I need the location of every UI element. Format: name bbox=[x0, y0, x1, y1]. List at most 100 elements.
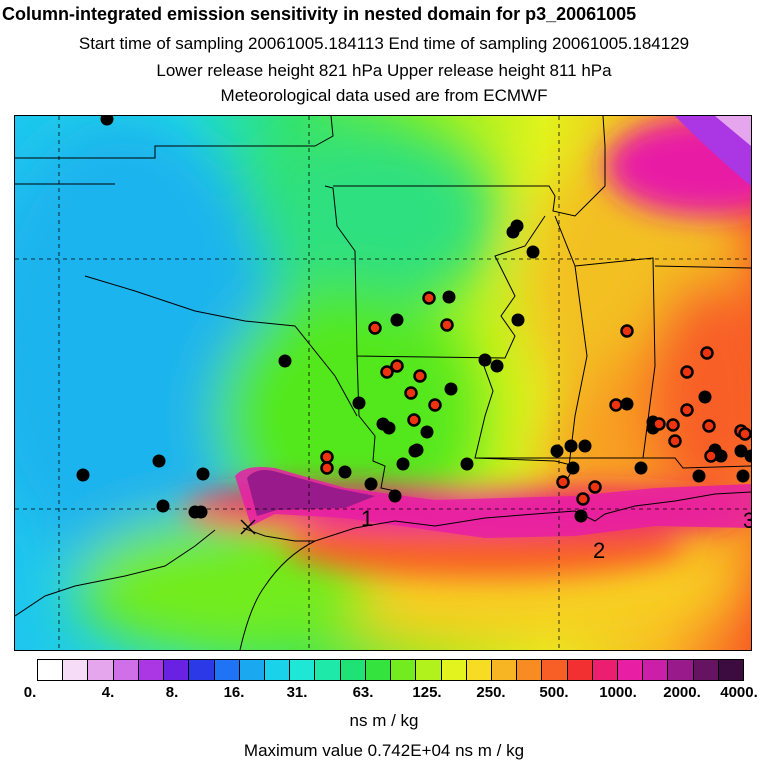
station-marker-black bbox=[152, 454, 166, 468]
colorbar-tick-label: 2000. bbox=[663, 684, 701, 701]
colorbar-tick-label: 63. bbox=[352, 684, 374, 701]
station-marker-black bbox=[382, 421, 396, 435]
sensitivity-field bbox=[15, 116, 751, 650]
station-marker-black bbox=[714, 449, 728, 463]
station-marker-black bbox=[550, 444, 564, 458]
colorbar-swatch bbox=[289, 660, 315, 680]
station-marker-red bbox=[609, 398, 623, 412]
sensitivity-map: 1 2 3 bbox=[14, 115, 752, 651]
colorbar-swatch bbox=[490, 660, 517, 680]
station-marker-red bbox=[700, 346, 714, 360]
station-marker-red bbox=[404, 386, 418, 400]
station-marker-red bbox=[668, 434, 682, 448]
station-marker-red bbox=[556, 475, 570, 489]
station-marker-black bbox=[692, 469, 706, 483]
station-marker-black bbox=[490, 359, 504, 373]
station-markers bbox=[76, 116, 751, 523]
station-marker-black bbox=[442, 290, 456, 304]
colorbar-swatch bbox=[238, 660, 264, 680]
colorbar-tick-label: 250. bbox=[476, 684, 506, 701]
colorbar-tick-label: 500. bbox=[539, 684, 569, 701]
colorbar-swatch bbox=[188, 660, 214, 680]
station-marker-red bbox=[680, 365, 694, 379]
colorbar-swatch bbox=[263, 660, 290, 680]
station-marker-red bbox=[413, 369, 427, 383]
colorbar-swatch bbox=[62, 660, 88, 680]
colorbar-tick-label: 1000. bbox=[599, 684, 637, 701]
station-marker-black bbox=[156, 499, 170, 513]
sampling-time-line: Start time of sampling 20061005.184113 E… bbox=[78, 34, 690, 53]
colorbar-swatch bbox=[314, 660, 340, 680]
coastline bbox=[15, 491, 751, 650]
station-marker-black bbox=[410, 443, 424, 457]
station-marker-red bbox=[588, 480, 602, 494]
station-marker-red bbox=[576, 492, 590, 506]
colorbar-swatch bbox=[137, 660, 164, 680]
station-marker-black bbox=[578, 439, 592, 453]
station-marker-black bbox=[420, 425, 434, 439]
colorbar-tick-label: 8. bbox=[165, 684, 179, 701]
colorbar bbox=[37, 659, 744, 681]
colorbar-swatch bbox=[339, 660, 365, 680]
station-marker-black bbox=[100, 116, 114, 126]
colorbar-swatch bbox=[163, 660, 189, 680]
station-marker-red bbox=[407, 413, 421, 427]
colorbar-tick-label: 125. bbox=[412, 684, 442, 701]
colorbar-swatch bbox=[591, 660, 618, 680]
station-marker-red bbox=[704, 449, 718, 463]
point-label-1: 1 bbox=[361, 506, 373, 531]
point-label-3: 3 bbox=[743, 508, 751, 533]
colorbar-swatch bbox=[87, 660, 113, 680]
lat-lon-grid bbox=[15, 116, 751, 650]
units-label: ns m / kg bbox=[349, 711, 419, 730]
colorbar-tick-label: 0. bbox=[23, 684, 37, 701]
colorbar-swatch bbox=[717, 660, 744, 680]
station-marker-red bbox=[440, 318, 454, 332]
station-marker-red bbox=[702, 419, 716, 433]
station-marker-black bbox=[566, 461, 580, 475]
station-marker-black bbox=[76, 468, 90, 482]
station-marker-black bbox=[390, 313, 404, 327]
station-marker-black bbox=[194, 505, 208, 519]
met-data-line: Meteorological data used are from ECMWF bbox=[220, 86, 548, 105]
station-marker-red bbox=[368, 321, 382, 335]
station-marker-black bbox=[460, 457, 474, 471]
station-marker-black bbox=[698, 390, 712, 404]
colorbar-tick-label: 31. bbox=[286, 684, 308, 701]
station-marker-black bbox=[734, 444, 748, 458]
station-marker-red bbox=[666, 418, 680, 432]
station-marker-black bbox=[338, 465, 352, 479]
station-marker-red bbox=[680, 403, 694, 417]
station-marker-red bbox=[390, 359, 404, 373]
station-marker-black bbox=[574, 509, 588, 523]
station-marker-black bbox=[620, 397, 634, 411]
colorbar-swatch bbox=[516, 660, 542, 680]
colorbar-swatch bbox=[390, 660, 416, 680]
point-label-2: 2 bbox=[593, 538, 605, 563]
station-marker-red bbox=[652, 417, 666, 431]
colorbar-swatch bbox=[364, 660, 391, 680]
station-marker-black bbox=[511, 313, 525, 327]
colorbar-swatch bbox=[440, 660, 466, 680]
station-marker-black bbox=[278, 354, 292, 368]
colorbar-tick-label: 4000. bbox=[720, 684, 758, 701]
colorbar-swatch bbox=[112, 660, 138, 680]
station-marker-black bbox=[196, 467, 210, 481]
station-marker-red bbox=[320, 461, 334, 475]
station-marker-black bbox=[352, 396, 366, 410]
release-point-markers: 1 2 3 bbox=[240, 506, 751, 563]
colorbar-swatch bbox=[415, 660, 441, 680]
station-marker-black bbox=[736, 469, 750, 483]
colorbar-swatch bbox=[213, 660, 239, 680]
colorbar-swatch bbox=[38, 660, 63, 680]
station-marker-black bbox=[744, 449, 751, 463]
station-marker-black bbox=[388, 489, 402, 503]
plot-title: Column-integrated emission sensitivity i… bbox=[2, 4, 637, 24]
colorbar-swatch bbox=[617, 660, 643, 680]
colorbar-swatch bbox=[566, 660, 592, 680]
station-marker-black bbox=[478, 353, 492, 367]
colorbar-swatch bbox=[692, 660, 718, 680]
max-value-label: Maximum value 0.742E+04 ns m / kg bbox=[243, 741, 525, 760]
colorbar-tick-label: 4. bbox=[101, 684, 115, 701]
station-marker-black bbox=[634, 461, 648, 475]
